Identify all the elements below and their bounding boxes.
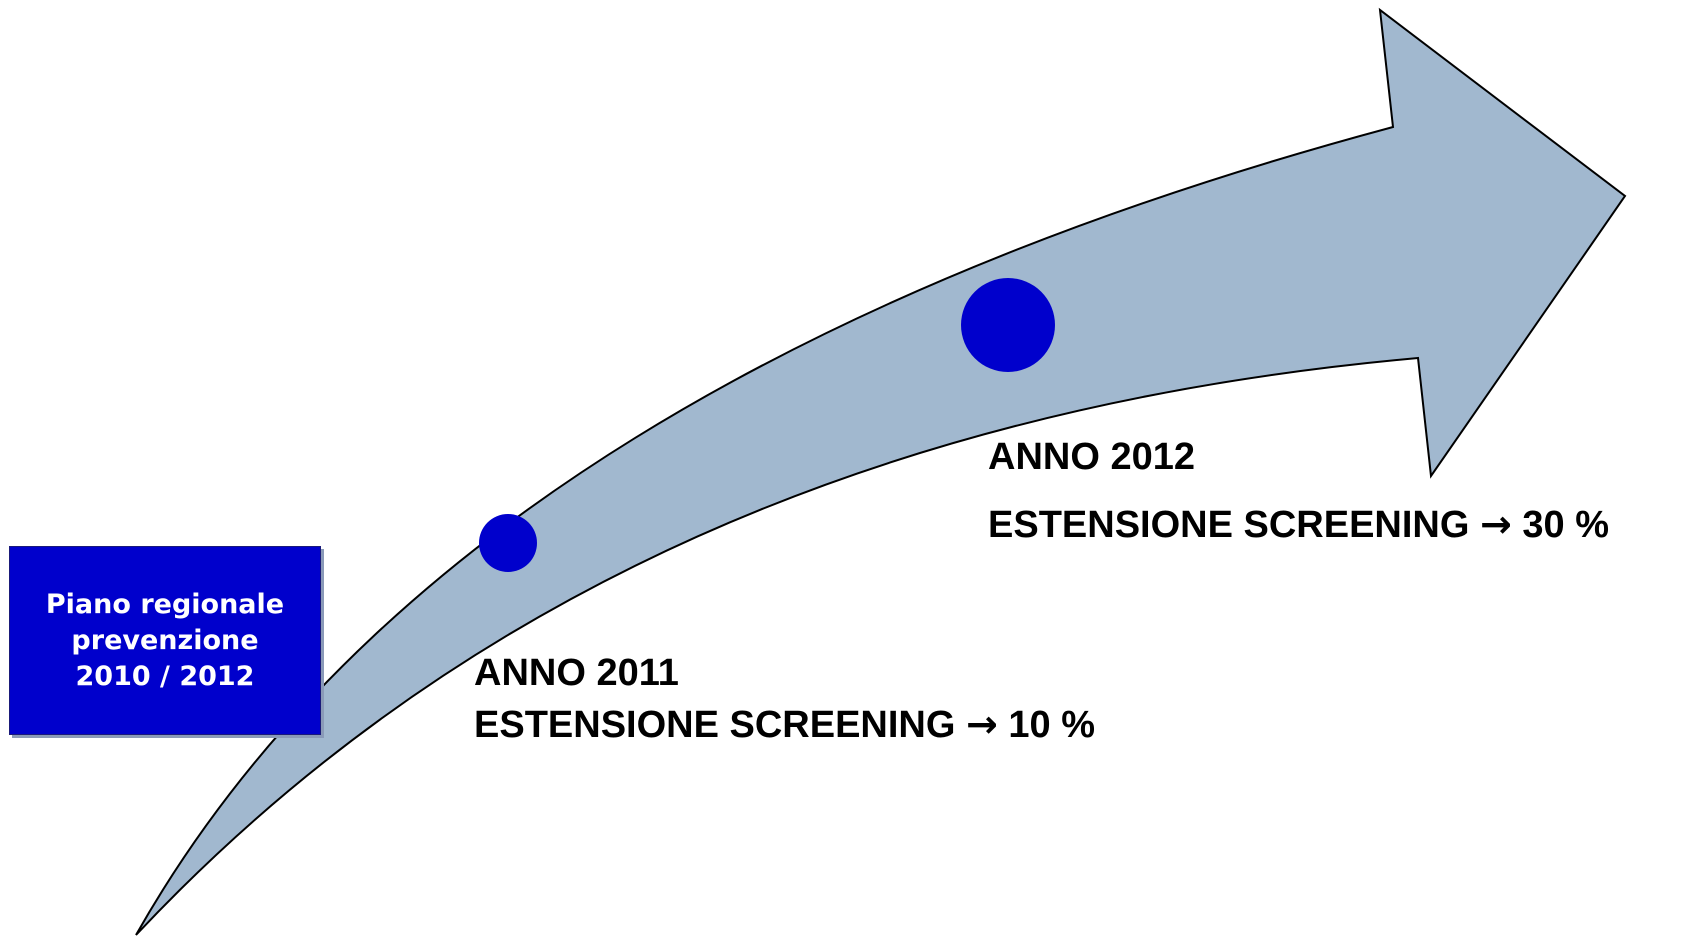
- plan-box-line3: 2010 / 2012: [75, 660, 255, 692]
- milestone-dot-2012: [961, 278, 1055, 372]
- milestone-dot-2011: [479, 514, 537, 572]
- regional-plan-box: Piano regionale prevenzione 2010 / 2012: [9, 546, 321, 735]
- right-arrow-icon: →: [1479, 502, 1512, 546]
- milestone-2011-year-label: ANNO 2011: [474, 652, 679, 694]
- curved-growth-arrow: [135, 7, 1627, 936]
- milestone-2012-extension: ESTENSIONE SCREENING → 30 %: [988, 502, 1609, 547]
- milestone-2012-extension-label: ESTENSIONE SCREENING: [988, 504, 1470, 546]
- plan-box-line2: prevenzione: [71, 624, 259, 656]
- milestone-2011-extension: ESTENSIONE SCREENING → 10 %: [474, 702, 1095, 747]
- milestone-2011-year: ANNO 2011: [474, 652, 679, 695]
- right-arrow-icon: →: [965, 702, 998, 746]
- milestone-2012-year: ANNO 2012: [988, 436, 1195, 479]
- milestone-2012-value: 30 %: [1522, 504, 1610, 546]
- milestone-2011-extension-label: ESTENSIONE SCREENING: [474, 704, 956, 746]
- plan-box-line1: Piano regionale: [45, 588, 285, 620]
- milestone-2012-year-label: ANNO 2012: [988, 436, 1195, 478]
- milestone-2011-value: 10 %: [1008, 704, 1096, 746]
